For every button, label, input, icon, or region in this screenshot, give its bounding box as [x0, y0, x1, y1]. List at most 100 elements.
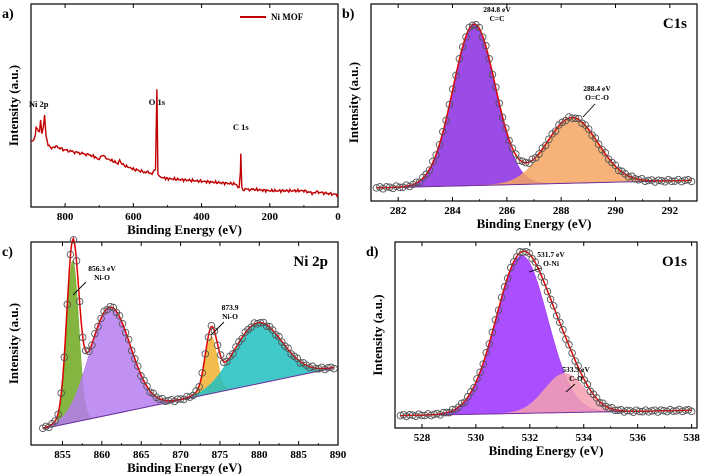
data-point [432, 151, 440, 159]
x-tick-label: 286 [499, 205, 516, 217]
data-point [78, 333, 87, 342]
data-point [565, 341, 573, 349]
peak-annotation: 288.4 eV [583, 84, 611, 93]
data-point [482, 42, 490, 50]
data-point [173, 395, 182, 403]
panel-c-fit: 855 860 865 870 875 880 885 890 Binding Energy (… [2, 236, 347, 474]
plot-frame [394, 241, 698, 429]
y-axis-title: Intensity (a.u.) [370, 294, 385, 375]
data-point [429, 157, 437, 166]
x-axis-title: Binding Energy (eV) [489, 443, 604, 458]
panel-a-survey: 800 600 400 200 0 Binding Energy (eV) Intensit… [2, 3, 341, 237]
data-point [475, 23, 484, 32]
data-point [54, 410, 62, 419]
data-point [551, 127, 560, 135]
data-point [201, 350, 210, 358]
background-line [376, 179, 692, 189]
data-point [127, 346, 136, 355]
data-point [51, 417, 59, 425]
data-point [687, 177, 696, 186]
x-tick-label: 538 [683, 432, 700, 444]
x-tick-label: 890 [330, 449, 347, 461]
data-point [121, 328, 130, 337]
data-point [478, 33, 487, 41]
data-point [435, 140, 444, 149]
x-tick-label: 292 [662, 205, 679, 217]
data-point [502, 124, 510, 132]
y-axis-title: Intensity (a.u.) [6, 303, 21, 384]
x-tick-label: 536 [629, 432, 646, 444]
survey-line [30, 89, 339, 198]
x-tick-label: 600 [125, 211, 142, 223]
x-axis-ticks: 855 860 865 870 875 880 885 890 [54, 242, 347, 461]
x-axis-title: Binding Energy (eV) [127, 222, 242, 237]
data-point [473, 375, 481, 383]
data-point [591, 134, 600, 142]
data-point [476, 368, 484, 376]
data-point [470, 383, 478, 392]
data-point [552, 311, 561, 320]
x-axis-ticks: 800 600 400 200 0 [57, 4, 341, 223]
y-axis-title: Intensity (a.u.) [6, 65, 21, 146]
data-point [330, 364, 338, 373]
data-point [97, 314, 105, 323]
data-point [452, 71, 460, 80]
raw-data-points [372, 20, 696, 193]
x-tick-label: 885 [290, 449, 307, 461]
data-point [684, 176, 692, 184]
data-point [687, 407, 696, 416]
data-point [72, 257, 81, 265]
peak-annotation-sub: O=C-O [585, 93, 609, 102]
data-point [140, 376, 148, 385]
data-point [562, 335, 570, 343]
annotation-arrow [565, 383, 576, 393]
data-point [485, 340, 494, 348]
data-point [442, 116, 450, 125]
peak-annotation: 856.3 eV [88, 264, 116, 273]
x-axis-title: Binding Energy (eV) [477, 216, 592, 231]
panel-d-fit: 528 530 532 534 536 538 Binding Energy (eV) Int… [366, 241, 700, 458]
peak-annotation: 873.9 [222, 303, 239, 312]
data-point [488, 70, 497, 79]
peak-annotation: 533.3 eV [562, 365, 590, 374]
data-point [505, 136, 513, 145]
data-point [468, 21, 477, 30]
peak-annotation-sub: O-Ni [543, 259, 559, 268]
data-point [256, 319, 265, 327]
data-point [500, 283, 509, 291]
data-point [219, 358, 228, 367]
panel-label: d) [366, 245, 379, 260]
data-point [521, 158, 530, 167]
data-point [491, 316, 500, 324]
data-point [445, 100, 454, 109]
data-point [442, 408, 451, 417]
data-point [482, 348, 490, 357]
data-point [543, 287, 552, 296]
data-point [577, 370, 586, 378]
data-point [430, 410, 438, 419]
data-point [118, 320, 127, 328]
data-point [458, 43, 467, 51]
data-point [549, 302, 558, 310]
data-point [534, 264, 543, 273]
x-tick-label: 530 [468, 432, 485, 444]
panel-label: a) [2, 7, 14, 22]
data-point [479, 360, 487, 368]
data-point [238, 334, 246, 343]
data-point [545, 135, 553, 143]
x-tick-label: 865 [133, 449, 150, 461]
legend: Ni MOF [240, 12, 304, 22]
data-point [677, 177, 686, 186]
annotation-arrow [528, 267, 542, 273]
x-axis-ticks: 528 530 532 534 536 538 [414, 242, 700, 444]
data-point [210, 327, 219, 335]
panel-label: b) [342, 7, 355, 22]
data-point [498, 113, 507, 122]
x-tick-label: 800 [57, 211, 74, 223]
peak-annotation-sub: C=C [489, 14, 504, 23]
data-point [425, 166, 434, 174]
annotation-arrow [210, 321, 225, 336]
data-point [439, 127, 447, 136]
data-point [439, 408, 448, 417]
x-tick-label: 200 [262, 211, 279, 223]
